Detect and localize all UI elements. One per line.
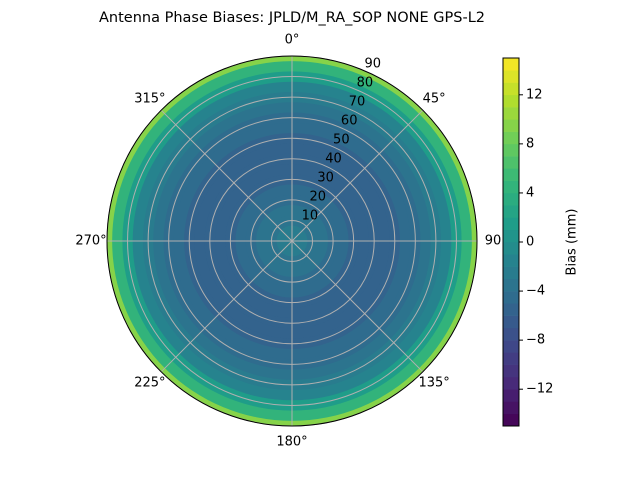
radial-tick-label: 80: [357, 76, 374, 91]
colorbar-band: [503, 266, 519, 280]
angular-grid-line: [291, 240, 424, 373]
radial-tick-label: 70: [349, 95, 366, 110]
radial-tick-label: 30: [317, 171, 334, 186]
colorbar-band: [503, 389, 519, 402]
colorbar-band: [503, 217, 519, 231]
colorbar-band: [503, 70, 519, 83]
colorbar-band: [503, 352, 519, 365]
radial-tick-label: 20: [309, 190, 326, 205]
angular-tick-label: 0°: [285, 33, 300, 48]
colorbar-band: [503, 205, 519, 218]
colorbar-tick-label: −8: [526, 333, 545, 348]
angular-tick-label: 90: [485, 234, 502, 249]
colorbar-band: [503, 58, 519, 71]
colorbar-band: [503, 131, 519, 145]
colorbar-band: [503, 278, 519, 292]
colorbar-band: [503, 401, 519, 415]
colorbar-tick-label: −4: [526, 284, 545, 299]
angular-tick-label: 315°: [134, 91, 165, 106]
angular-grid-line: [291, 109, 424, 242]
colorbar-band: [503, 168, 519, 181]
radial-tick-label: 50: [333, 133, 350, 148]
colorbar-band: [503, 119, 519, 132]
colorbar-band: [503, 303, 519, 316]
angular-tick-label: 270°: [75, 234, 106, 249]
colorbar-band: [503, 291, 519, 304]
colorbar-band: [503, 242, 519, 255]
colorbar-tick-label: 12: [526, 87, 543, 102]
colorbar-tick-label: 8: [526, 136, 534, 151]
colorbar-band: [503, 364, 519, 378]
colorbar-tick-label: −12: [526, 382, 553, 397]
colorbar-band: [503, 82, 519, 96]
polar-frame: [106, 55, 478, 427]
colorbar-band: [503, 107, 519, 120]
radial-tick-label: 40: [325, 152, 342, 167]
colorbar-band: [503, 229, 519, 243]
chart-title: Antenna Phase Biases: JPLD/M_RA_SOP NONE…: [99, 10, 485, 26]
angular-tick-label: 180°: [276, 435, 307, 450]
radial-tick-label: 60: [341, 114, 358, 129]
colorbar-band: [503, 340, 519, 353]
colorbar-band: [503, 156, 519, 169]
colorbar-tick-label: 4: [526, 185, 534, 200]
angular-grid-line: [160, 240, 293, 373]
angular-tick-label: 135°: [418, 376, 449, 391]
colorbar-band: [503, 376, 519, 390]
colorbar-band: [503, 315, 519, 329]
radial-tick-label: 90: [365, 57, 382, 72]
angular-tick-label: 225°: [134, 376, 165, 391]
colorbar-tick-label: 0: [526, 235, 534, 250]
colorbar-band: [503, 180, 519, 194]
colorbar-band: [503, 94, 519, 108]
colorbar-label: Bias (mm): [565, 209, 580, 276]
colorbar-band: [503, 254, 519, 267]
angular-tick-label: 45°: [423, 91, 446, 106]
overlay: 10 20 30 40 50 60 70 80 90 0° 45° 90 135° 180° 225° 270…: [75, 33, 501, 450]
angular-grid-line: [160, 109, 293, 242]
colorbar-band: [503, 143, 519, 157]
radial-tick-label: 10: [302, 209, 319, 224]
colorbar-band: [503, 192, 519, 206]
colorbar-band: [503, 413, 519, 427]
colorbar-band: [503, 327, 519, 341]
